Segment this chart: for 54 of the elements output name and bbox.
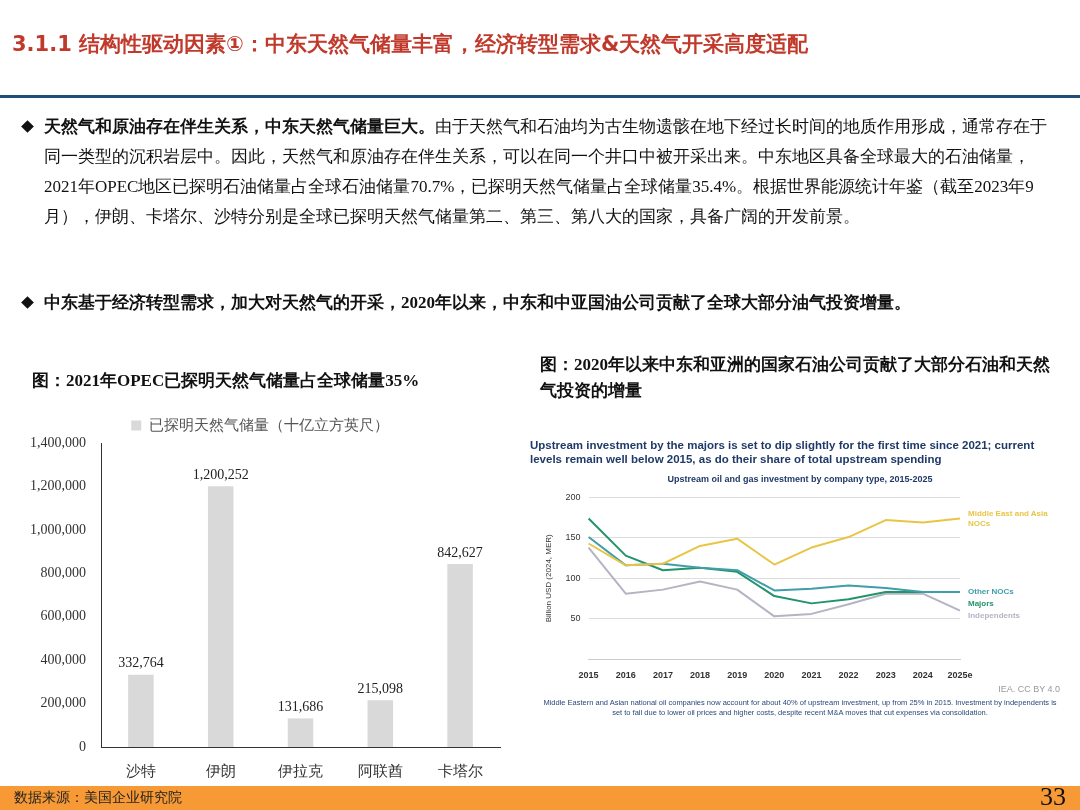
- bar: [447, 564, 473, 747]
- text: 33: [1040, 782, 1066, 810]
- x-tick-label: 沙特: [125, 762, 156, 779]
- text: IEA. CC BY 4.0: [997, 684, 1060, 694]
- y-tick-label: 1,400,000: [30, 434, 86, 450]
- y-tick-label: 150: [565, 532, 581, 543]
- x-tick-label: 阿联酋: [357, 762, 403, 779]
- data-label: 842,627: [437, 544, 483, 560]
- y-tick-label: 1,200,000: [30, 478, 86, 494]
- x-tick-label: 2022: [838, 670, 859, 681]
- bar: [287, 718, 314, 747]
- text: Upstream oil and gas investment by company type, 2015-2025: [666, 474, 934, 484]
- legend-label: 已探明天然气储量（十亿立方英尺）: [148, 415, 389, 433]
- bar: [367, 700, 394, 747]
- data-label: 1,200,252: [192, 467, 249, 483]
- x-tick-label: 2021: [801, 670, 822, 681]
- data-label: 332,764: [118, 655, 164, 671]
- source-note: 数据来源：美国企业研究院: [14, 789, 182, 807]
- y-tick-label: 400,000: [40, 651, 86, 667]
- chart-title: 图：2020年以来中东和亚洲的国家石油公司贡献了大部分石油和天然气投资的增量: [540, 354, 1051, 402]
- series-label: Majors: [968, 599, 995, 609]
- bar: [128, 674, 154, 747]
- x-tick-label: 伊拉克: [278, 762, 323, 779]
- x-tick-label: 2018: [690, 670, 711, 681]
- data-label: 131,686: [277, 699, 324, 715]
- x-tick-label: 卡塔尔: [437, 762, 483, 779]
- text: 天然气和原油存在伴生关系，中东天然气储量巨大。: [44, 117, 435, 136]
- x-tick-label: 2025e: [947, 670, 973, 681]
- x-tick-label: 2020: [764, 670, 785, 681]
- chart-title: 图：2021年OPEC已探明天然气储量占全球储量35%: [31, 370, 421, 392]
- series-label: Middle East and Asia NOCs: [968, 508, 1049, 528]
- y-tick-label: 800,000: [40, 564, 86, 580]
- y-tick-label: 200: [565, 491, 581, 502]
- x-tick-label: 2023: [875, 670, 896, 681]
- x-tick-label: 2015: [578, 670, 599, 681]
- series-label: Independents: [968, 611, 1021, 621]
- y-tick-label: 0: [79, 738, 86, 754]
- series-label: Other NOCs: [968, 587, 1015, 597]
- x-tick-label: 2016: [615, 670, 636, 681]
- text: 中东基于经济转型需求，加大对天然气的开采，2020年以来，中东和中亚国油公司贡献了全球大部分油气投资增量。: [44, 293, 911, 312]
- text: 3.1.1 结构性驱动因素①：中东天然气储量丰富，经济转型需求&天然气开采高度适配: [12, 31, 810, 58]
- x-tick-label: 伊朗: [205, 762, 236, 779]
- bar: [207, 486, 234, 747]
- x-tick-label: 2017: [652, 670, 673, 681]
- y-tick-label: 1,000,000: [30, 521, 86, 537]
- y-tick-label: 100: [565, 572, 581, 583]
- y-axis-title: Billion USD (2024, MER): [544, 533, 553, 623]
- data-label: 215,098: [357, 680, 404, 696]
- chart-subtitle: Upstream investment by the majors is set to dip slightly for the first time since 2021; current levels remain well below 2015, as do their share of total upstream spending: [530, 438, 1036, 466]
- y-tick-label: 50: [570, 613, 581, 624]
- x-tick-label: 2019: [727, 670, 748, 681]
- y-tick-label: 600,000: [40, 608, 86, 624]
- y-tick-label: 200,000: [40, 695, 86, 711]
- x-tick-label: 2024: [912, 670, 933, 681]
